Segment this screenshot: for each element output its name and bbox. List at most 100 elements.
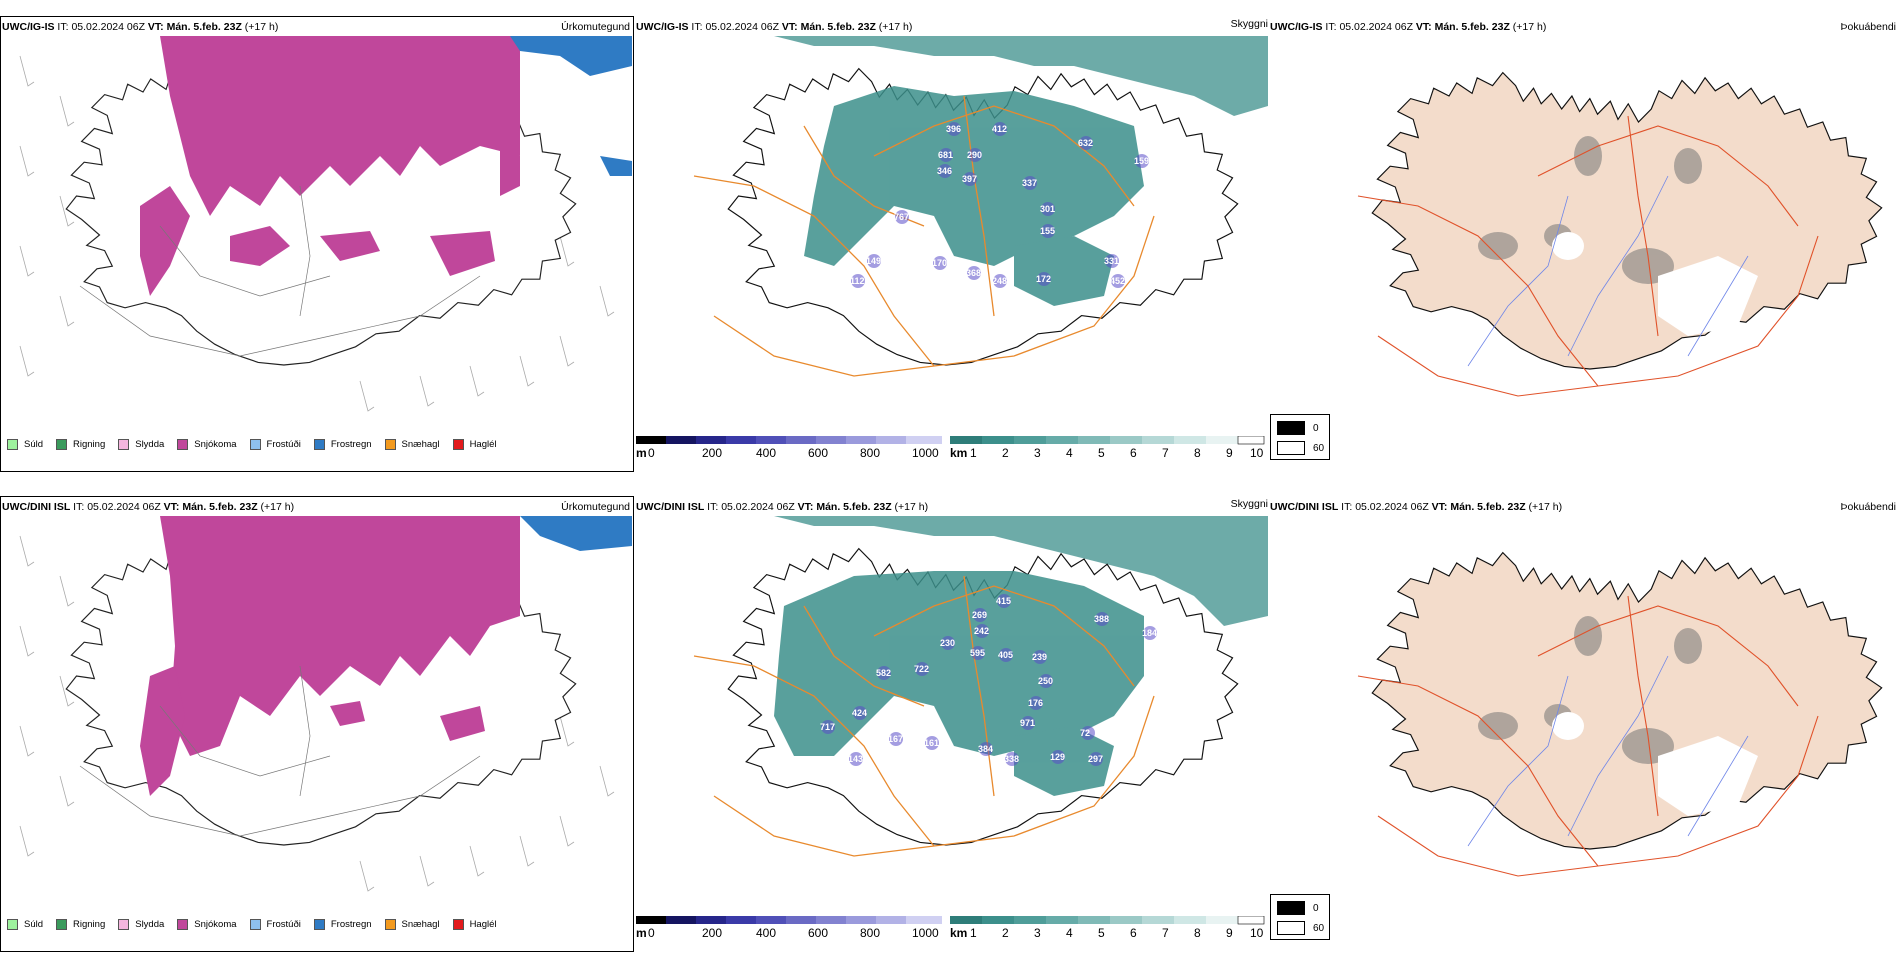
- tick-label: 10: [1250, 446, 1264, 460]
- visibility-colorbar: km 1 2 3 4 5 6 7 8 9 10: [950, 436, 1268, 466]
- snow-areas: [140, 36, 520, 296]
- parameter-name: Úrkomutegund: [561, 21, 630, 33]
- precip-type-legend: Súld Rigning Slydda Snjókoma Frostúði Fr…: [1, 428, 633, 460]
- legend-label: Súld: [24, 438, 44, 450]
- cloud-base-value: 388: [1094, 614, 1109, 624]
- cloud-base-spot: [973, 608, 987, 622]
- cloud-base-value: 346: [937, 166, 952, 176]
- low-visibility-sea: [774, 516, 1268, 626]
- cloud-base-spot: [915, 662, 929, 676]
- legend-label: Haglél: [469, 918, 497, 930]
- low-visibility-sea: [774, 36, 1268, 116]
- legend-label: Súld: [24, 918, 44, 930]
- cloud-base-spot: [1041, 224, 1055, 238]
- cloud-base-spot: [967, 266, 981, 280]
- tick-label: 3: [1034, 926, 1041, 940]
- legend-label: Frostúði: [266, 438, 301, 450]
- panel-title: UWC/IG-IS IT: 05.02.2024 06Z VT: Mán. 5.…: [2, 21, 279, 33]
- freezing-rain-areas: [520, 516, 632, 551]
- cloud-base-value: 250: [1038, 676, 1053, 686]
- legend-swatch: [1277, 901, 1305, 915]
- visibility-panel: UWC/DINI ISL IT: 05.02.2024 06Z VT: Mán.…: [634, 490, 1268, 960]
- fog-index-panel: UWC/IG-IS IT: 05.02.2024 06Z VT: Mán. 5.…: [1268, 10, 1900, 480]
- legend-label: 60: [1313, 443, 1325, 454]
- cloud-base-spot: [941, 636, 955, 650]
- cloud-base-value: 338: [1004, 754, 1019, 764]
- cloud-base-spot: [939, 148, 953, 162]
- cloud-base-colorbar: m 0 200 400 600 800 1000: [636, 916, 946, 946]
- cloud-base-spot: [1081, 726, 1095, 740]
- precip-type-panel: UWC/DINI ISL IT: 05.02.2024 06Z VT: Mán.…: [0, 490, 634, 960]
- legend-swatch: [249, 438, 261, 450]
- cloud-base-spot: [889, 732, 903, 746]
- cloud-base-spot: [1105, 254, 1119, 268]
- legend-swatch: [384, 918, 396, 930]
- cloud-base-value: 415: [996, 596, 1011, 606]
- tick-label: 1: [970, 446, 977, 460]
- cloud-base-value: 722: [914, 664, 929, 674]
- cloud-base-spot: [925, 736, 939, 750]
- cloud-base-spot: [947, 122, 961, 136]
- legend-label: Slydda: [135, 918, 165, 930]
- legend-item: Snjókoma: [177, 438, 237, 450]
- legend-swatch: [1277, 421, 1305, 435]
- fog-shading: [1478, 136, 1702, 284]
- cloud-base-value: 595: [970, 648, 985, 658]
- cloud-base-value: 239: [1032, 652, 1047, 662]
- cloud-base-value: 452: [1110, 276, 1125, 286]
- cloud-base-spot: [993, 122, 1007, 136]
- cloud-base-spot: [849, 752, 863, 766]
- cloud-base-spot: [1111, 274, 1125, 288]
- cloud-base-value: 301: [1040, 204, 1055, 214]
- cloud-base-value: 412: [992, 124, 1007, 134]
- cloud-base-spot: [1023, 176, 1037, 190]
- fog-index-map: [1357, 71, 1883, 397]
- visibility-colorbar: km 1 2 3 4 5 6 7 8 9 10: [950, 916, 1268, 946]
- legend-label: Slydda: [135, 438, 165, 450]
- cloud-base-unit: m: [636, 926, 647, 940]
- cloud-base-value: 405: [998, 650, 1013, 660]
- cloud-base-value: 767: [894, 212, 909, 222]
- cloud-base-value: 112: [850, 276, 865, 286]
- cloud-base-value: 717: [820, 722, 835, 732]
- legend-item: Frostregn: [313, 438, 372, 450]
- legend-swatch: [452, 438, 464, 450]
- cloud-base-spot: [975, 624, 989, 638]
- cloud-base-value: 297: [1088, 754, 1103, 764]
- cloud-base-value: 159: [1134, 156, 1149, 166]
- visibility-unit: km: [950, 446, 968, 460]
- cloud-base-value: 337: [1022, 178, 1037, 188]
- legend-item: Frostregn: [313, 918, 372, 930]
- wind-barbs: [19, 535, 615, 892]
- cloud-base-spot: [1135, 154, 1149, 168]
- cloud-base-unit: m: [636, 446, 647, 460]
- cloud-base-spot: [1029, 696, 1043, 710]
- tick-label: 8: [1194, 926, 1201, 940]
- legend-swatch: [7, 438, 18, 450]
- legend-swatch: [1277, 441, 1305, 455]
- panel-title: UWC/DINI ISL IT: 05.02.2024 06Z VT: Mán.…: [2, 501, 295, 513]
- legend-label: Snæhagl: [401, 918, 440, 930]
- cloud-base-value: 129: [1050, 752, 1065, 762]
- colorbar-ramp: [636, 916, 942, 924]
- legend-swatch: [56, 438, 68, 450]
- glacier-white: [1496, 232, 1758, 396]
- cloud-base-spot: [853, 706, 867, 720]
- tick-label: 200: [702, 446, 723, 460]
- tick-label: 6: [1130, 926, 1137, 940]
- cloud-base-value: 242: [974, 626, 989, 636]
- tick-label: 1000: [912, 926, 939, 940]
- snow-areas: [140, 516, 520, 796]
- fog-legend: 0 60: [1270, 414, 1330, 460]
- fog-index-map: [1357, 551, 1883, 877]
- legend-swatch: [7, 918, 18, 930]
- cloud-base-value: 290: [967, 150, 982, 160]
- panel-title: UWC/DINI ISL IT: 05.02.2024 06Z VT: Mán.…: [1270, 501, 1563, 513]
- tick-label: 1: [970, 926, 977, 940]
- tick-label: 4: [1066, 926, 1073, 940]
- tick-label: 2: [1002, 446, 1009, 460]
- cloud-base-value: 681: [938, 150, 953, 160]
- tick-label: 9: [1226, 926, 1233, 940]
